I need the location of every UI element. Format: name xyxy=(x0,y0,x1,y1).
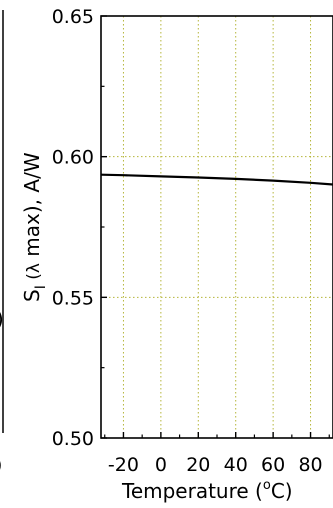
y-tick-label-0: 0.50 xyxy=(52,428,94,450)
grid xyxy=(101,15,333,439)
neighbor-label-fragment: ) xyxy=(0,307,4,331)
neighbor-tick-fragment: ) xyxy=(0,454,2,476)
x-tick-label-3: 40 xyxy=(224,454,248,476)
y-axis-title-s: S xyxy=(20,289,44,302)
y-axis-title-mid: ( xyxy=(24,273,44,285)
x-tick-label-4: 60 xyxy=(261,454,285,476)
x-tick-label-0: -20 xyxy=(108,454,139,476)
x-tick-label-2: 20 xyxy=(186,454,210,476)
x-axis-title-end: C) xyxy=(271,479,293,503)
y-tick-label-1: 0.55 xyxy=(52,287,94,309)
x-axis: -20 0 20 40 60 80 xyxy=(104,432,330,476)
y-tick-label-2: 0.60 xyxy=(52,147,94,169)
plot-frame xyxy=(100,15,333,439)
series-line xyxy=(100,173,333,186)
y-axis-title-sub: I xyxy=(33,285,49,289)
x-tick-label-1: 0 xyxy=(155,454,167,476)
x-axis-title: Temperature (oC) xyxy=(121,478,293,503)
x-tick-label-5: 80 xyxy=(298,454,322,476)
y-tick-label-3: 0.65 xyxy=(52,6,94,28)
y-axis-title-rest: max), A/W xyxy=(20,152,44,263)
x-axis-title-main: Temperature ( xyxy=(121,479,263,503)
x-axis-title-degree: o xyxy=(263,478,271,493)
y-axis: 0.50 0.55 0.60 0.65 xyxy=(52,6,107,450)
y-axis-title-lambda: λ xyxy=(24,263,44,273)
y-axis-title: SI (λ max), A/W xyxy=(20,152,49,302)
neighbor-panel-fragment: ) ) xyxy=(0,10,4,476)
